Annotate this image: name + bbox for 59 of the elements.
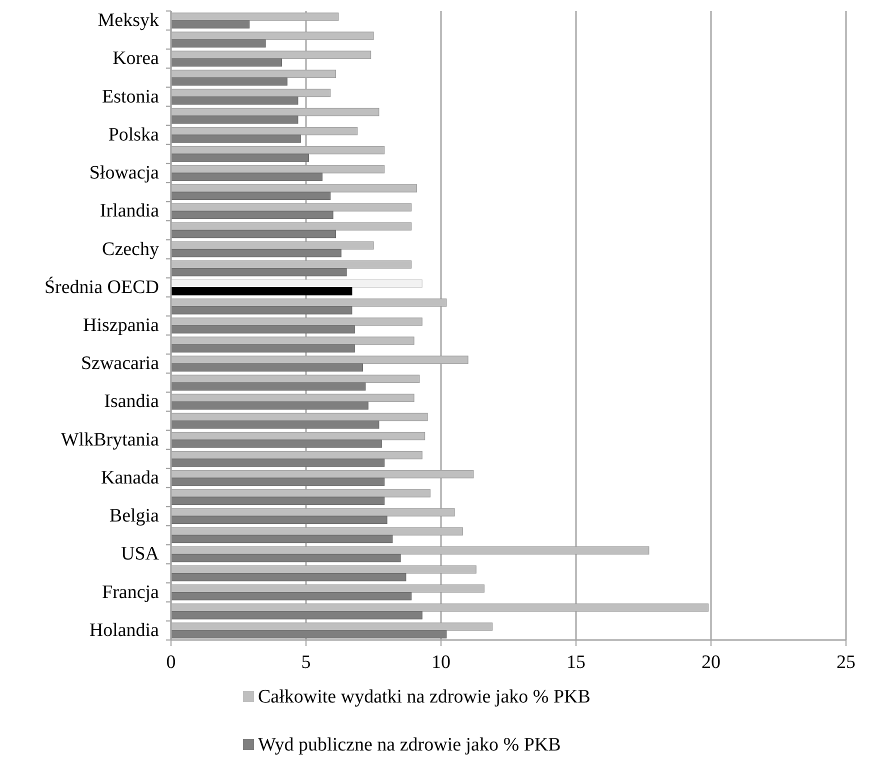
y-tick-label: Meksyk: [98, 10, 160, 32]
bar: [170, 279, 422, 288]
x-tick-label: 20: [702, 652, 720, 673]
bar: [170, 516, 388, 524]
y-tick-label: Estonia: [102, 86, 160, 108]
bar: [170, 248, 342, 258]
bar: [170, 306, 352, 314]
y-tick-label: Isandia: [104, 391, 160, 412]
bar: [170, 287, 352, 296]
legend-label: Całkowite wydatki na zdrowie jako % PKB: [258, 686, 590, 708]
bar: [170, 363, 363, 372]
bar: [170, 116, 298, 124]
y-tick-label: Korea: [112, 48, 160, 70]
x-tick-label: 0: [166, 652, 176, 673]
y-tick-label: Średnia OECD: [44, 276, 159, 298]
x-tick-label: 10: [432, 652, 450, 673]
bar: [170, 611, 422, 620]
bar: [170, 192, 331, 200]
y-tick-label: Szwacaria: [80, 353, 160, 374]
x-tick-label: 15: [566, 652, 586, 673]
y-tick-label: Holandia: [89, 620, 160, 641]
bar: [170, 496, 385, 505]
bar: [170, 458, 385, 467]
bar: [170, 20, 250, 28]
bar: [170, 268, 347, 276]
bar: [170, 134, 301, 143]
y-tick-label: Czechy: [102, 238, 160, 260]
bar: [170, 534, 393, 544]
bar: [170, 420, 380, 429]
x-tick-label: 25: [836, 652, 856, 673]
y-tick-label: USA: [120, 544, 160, 565]
bar: [170, 77, 288, 86]
legend-label: Wyd publiczne na zdrowie jako % PKB: [258, 734, 561, 756]
y-tick-label: Irlandia: [100, 200, 160, 222]
bar: [170, 630, 447, 638]
bar: [170, 325, 355, 334]
bar: [170, 344, 355, 352]
bar: [170, 172, 322, 181]
bar: [170, 592, 412, 600]
bar: [170, 58, 282, 67]
y-tick-label: Francja: [102, 582, 160, 603]
y-tick-label: Belgia: [109, 506, 160, 527]
bar: [170, 478, 385, 486]
bar: [170, 230, 336, 238]
bar: [170, 572, 406, 582]
bar: [170, 154, 309, 162]
bar: [170, 440, 382, 448]
y-tick-label: WlkBrytania: [60, 429, 160, 450]
bar: [170, 210, 334, 220]
y-tick-label: Kanada: [100, 467, 160, 488]
bar: [170, 554, 401, 562]
y-tick-label: Polska: [108, 124, 160, 146]
bar: [170, 39, 266, 48]
x-tick-label: 5: [301, 652, 311, 673]
bar: [170, 382, 366, 391]
y-tick-label: Hiszpania: [83, 315, 160, 336]
y-tick-label: Słowacja: [89, 162, 160, 184]
bar: [170, 96, 298, 105]
bar: [170, 401, 368, 410]
